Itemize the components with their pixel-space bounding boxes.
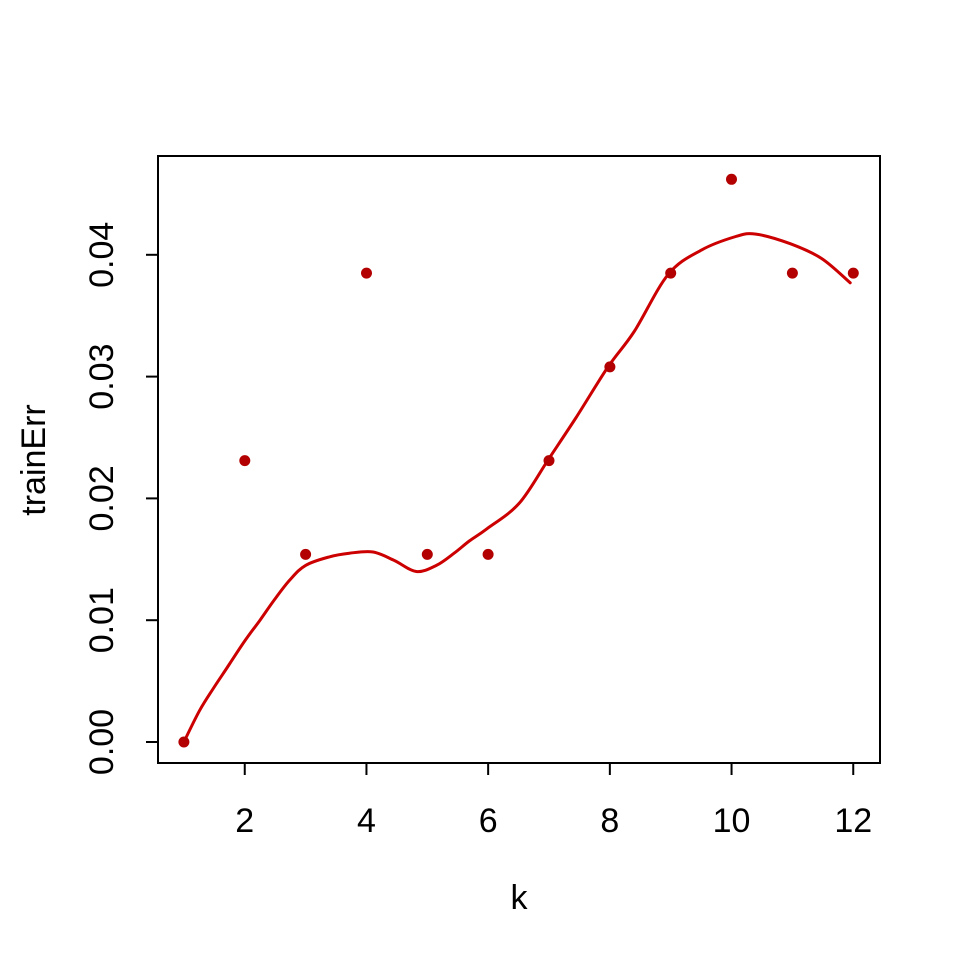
y-axis-tick-label: 0.01: [83, 587, 121, 653]
x-axis-tick-label: 10: [713, 802, 751, 840]
y-axis: 0.00 0.01 0.02 0.03 0.04: [83, 222, 158, 775]
x-axis-tick-label: 2: [235, 802, 254, 840]
data-point: [178, 736, 190, 748]
x-axis-tick-label: 4: [357, 802, 376, 840]
loess-curve: [182, 232, 852, 744]
data-point: [604, 361, 616, 373]
data-point: [726, 173, 737, 185]
data-point: [239, 455, 251, 467]
x-axis-tick-label: 12: [834, 802, 872, 840]
data-point: [482, 548, 494, 560]
data-point: [847, 267, 859, 279]
data-point: [665, 267, 677, 279]
x-axis-tick-label: 6: [479, 802, 498, 840]
data-point: [421, 548, 433, 560]
data-point: [300, 548, 312, 560]
y-axis-title: trainErr: [15, 404, 53, 515]
y-axis-tick-label: 0.04: [83, 222, 121, 288]
x-axis: 2 4 6 8 10 12: [235, 763, 872, 840]
data-points: [178, 173, 859, 748]
data-point: [786, 267, 798, 279]
y-axis-tick-label: 0.03: [83, 344, 121, 410]
plot-box: [157, 155, 881, 764]
x-axis-tick-label: 8: [600, 802, 619, 840]
data-point: [361, 267, 372, 279]
y-axis-tick-label: 0.02: [83, 465, 121, 531]
data-point: [543, 455, 555, 467]
x-axis-title: k: [511, 879, 529, 917]
y-axis-tick-label: 0.00: [83, 709, 121, 775]
